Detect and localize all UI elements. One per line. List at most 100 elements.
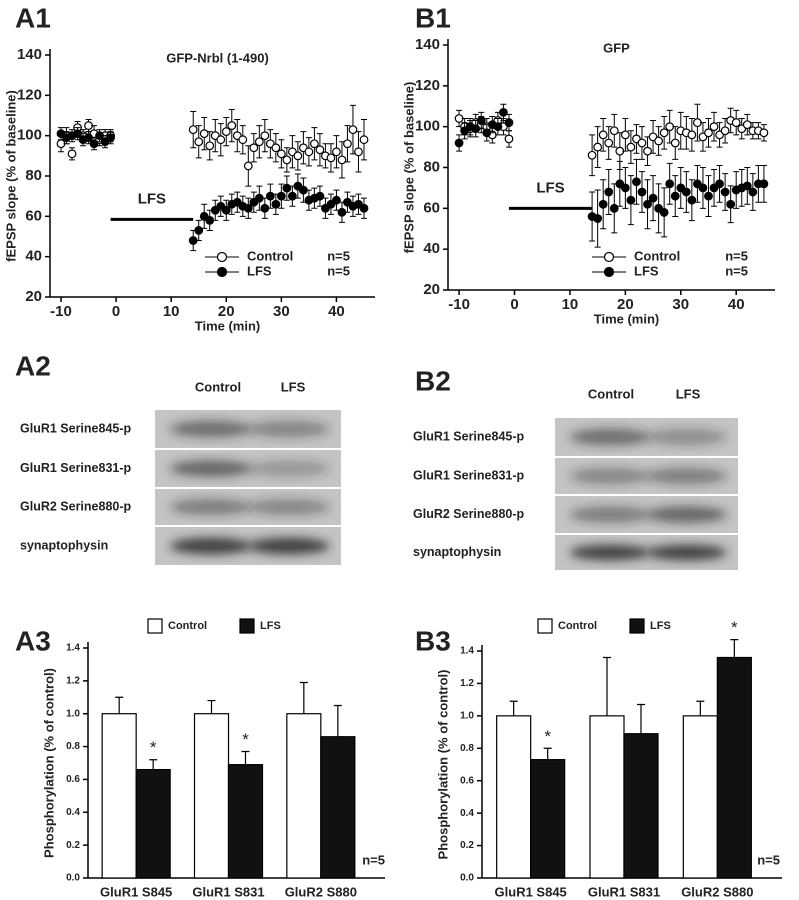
data-point [593, 214, 603, 223]
y-tick-label: 40 [25, 248, 42, 265]
x-axis-label: Time (min) [195, 318, 261, 333]
y-axis-label: Phosphorylation (% of control) [41, 668, 56, 858]
data-point [626, 195, 636, 205]
error-bar [115, 696, 124, 714]
y-tick-label: 0.6 [66, 774, 80, 785]
data-point [704, 128, 713, 138]
blot-band [569, 506, 651, 523]
data-point [742, 120, 752, 130]
data-point [637, 187, 647, 197]
y-tick-label: 0.8 [66, 741, 80, 752]
bar [101, 713, 137, 879]
data-point [670, 191, 680, 201]
bar [286, 713, 322, 879]
data-point [687, 130, 697, 140]
blot-band [169, 460, 252, 477]
data-point [620, 130, 630, 140]
legend-swatch [629, 618, 645, 634]
data-point [709, 122, 719, 132]
y-tick-label: 1.4 [66, 643, 80, 654]
blot-band [248, 420, 330, 438]
data-point [243, 203, 253, 213]
y-tick-label: 40 [423, 240, 440, 257]
legend-label: LFS [634, 263, 659, 278]
y-tick-label: 1.2 [460, 678, 474, 689]
legend-n: n=5 [725, 263, 748, 278]
stimulus-label: LFS [138, 190, 166, 207]
data-point [604, 187, 614, 197]
bar [716, 656, 752, 879]
blot-band [646, 544, 728, 561]
data-point [287, 191, 297, 201]
data-point [504, 118, 514, 127]
error-bar [603, 656, 611, 716]
data-point [654, 136, 664, 146]
blot-band [569, 544, 651, 561]
legend-swatch [147, 618, 163, 634]
panel-label: A3 [15, 625, 51, 656]
significance: * [242, 730, 249, 749]
x-tick-label: 30 [672, 296, 689, 313]
sample-size: n=5 [757, 852, 780, 867]
blot-column-label: Control [195, 379, 241, 394]
x-tick-label: GluR2 S880 [285, 884, 357, 899]
data-point [348, 125, 358, 135]
y-axis-label: fEPSP slope (% of baseline) [401, 82, 416, 254]
data-point [260, 131, 270, 141]
bar [496, 715, 532, 879]
legend-swatch [239, 618, 255, 634]
data-point [504, 134, 514, 144]
y-tick-label: 60 [423, 199, 440, 216]
sample-size: n=5 [362, 852, 385, 867]
data-point [759, 179, 769, 189]
x-axis-label: Time (min) [594, 311, 660, 326]
panel-label: A1 [15, 2, 51, 33]
data-point [665, 179, 675, 189]
error-bar [509, 700, 518, 716]
blot-band [169, 499, 252, 515]
y-tick-label: 60 [25, 207, 42, 224]
data-point [454, 138, 464, 148]
blot-band [248, 499, 330, 515]
x-tick-label: 40 [328, 303, 345, 320]
blot-band [169, 537, 252, 555]
x-tick-label: -10 [50, 303, 72, 320]
blot-row-label: GluR1 Serine831-p [20, 461, 132, 475]
error-bar [149, 759, 158, 770]
legend-label: LFS [260, 620, 281, 632]
data-point [67, 149, 77, 159]
error-bar [241, 750, 250, 765]
blot-column-label: Control [588, 386, 634, 401]
y-tick-label: 0.0 [460, 873, 474, 884]
bar [135, 768, 171, 879]
data-point [271, 143, 281, 153]
x-tick-label: GluR1 S831 [192, 884, 264, 899]
data-point [720, 126, 730, 136]
error-bar [543, 747, 552, 760]
data-point [670, 138, 680, 148]
data-point [221, 127, 231, 137]
y-tick-label: 0.2 [66, 840, 80, 851]
y-tick-label: 20 [25, 288, 42, 305]
data-point [282, 155, 292, 165]
data-point [194, 137, 204, 147]
data-point [681, 187, 691, 197]
blot-row-label: synaptophysin [20, 538, 108, 552]
y-tick-label: 1.4 [460, 646, 474, 657]
y-axis-label: fEPSP slope (% of baseline) [3, 90, 18, 262]
y-tick-label: 80 [25, 167, 42, 184]
blot-column-label: LFS [281, 379, 306, 394]
y-tick-label: 0.0 [66, 873, 80, 884]
data-point [254, 137, 264, 147]
data-point [632, 177, 641, 187]
y-tick-label: 0.6 [460, 775, 474, 786]
error-bar [299, 681, 308, 714]
data-point [609, 203, 619, 213]
data-point [337, 155, 347, 165]
data-point [221, 205, 231, 215]
legend-marker [603, 266, 615, 278]
x-tick-label: 10 [163, 303, 180, 320]
data-point [276, 191, 286, 201]
legend-n: n=5 [327, 263, 350, 278]
x-tick-label: 20 [617, 296, 634, 313]
